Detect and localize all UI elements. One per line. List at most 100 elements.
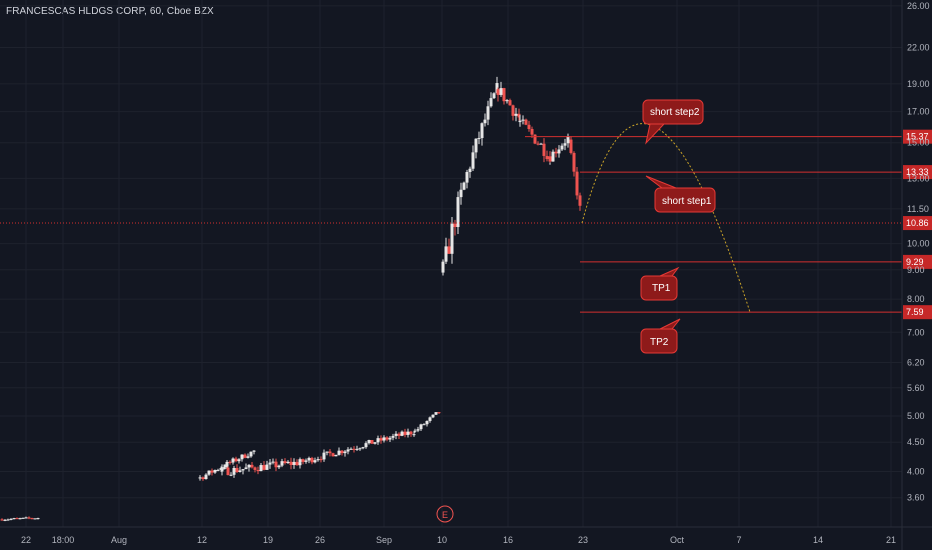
candle-body [406,431,410,435]
candle-body [530,128,534,135]
time-tick-label: Aug [111,535,127,545]
price-tick-label: 8.00 [907,294,925,304]
time-axis[interactable]: 22 18:00 Aug 12 19 26 Sep 10 16 23 Oct 7 14 21 [0,526,932,545]
candle-body [434,412,438,415]
time-tick-label: 21 [886,535,896,545]
candle-body [295,461,299,466]
candle-body [346,449,350,452]
candle-body [9,518,13,520]
candle-body [6,519,10,521]
candle-body [277,465,281,468]
callout-label: short step1 [662,196,712,207]
candle-body [477,138,481,140]
candle-body [462,182,466,190]
candle-body [235,467,239,472]
price-tick-label: 4.50 [907,437,925,447]
price-tick-label: 5.60 [907,383,925,393]
time-tick-label: 26 [315,535,325,545]
price-tick-label: 17.00 [907,107,930,117]
candle-body [499,88,503,95]
price-tick-label: 22.00 [907,42,930,52]
candle-body [337,450,341,455]
candle-body [367,440,371,444]
price-axis[interactable]: 26.00 22.00 19.00 17.00 15.00 13.00 11.50 10.00… [901,0,930,550]
candle-body [403,431,407,435]
candle-body [361,447,365,449]
candle-body [252,450,256,452]
price-tag [903,216,932,231]
candle-body [322,452,326,460]
candle-body [521,119,525,121]
candle-body [304,460,308,462]
candle-body [249,451,253,457]
candle-body [566,139,570,143]
candle-body [517,113,521,118]
candle-body [495,83,499,94]
candle-body [298,459,302,463]
earnings-marker[interactable]: E [436,505,454,523]
candle-body [394,433,398,436]
time-tick-label: 22 [21,535,31,545]
candle-body [391,435,395,438]
candle-body [373,442,377,444]
candle-body [204,474,208,480]
candle-body [437,412,441,414]
candle-body [456,197,460,228]
candle-body [246,456,250,458]
candle-body [450,223,454,254]
price-levels: 15.37 13.33 10.86 9.29 7.59 [0,129,932,320]
callout-pointer [659,266,680,277]
candle-body [397,433,401,436]
price-tick-label: 3.60 [907,493,925,503]
candle-body [444,246,448,262]
price-tag [903,254,932,269]
price-tag-label: 7.59 [906,307,924,317]
candle-body [569,139,573,153]
candle-body [228,461,232,463]
candles [0,76,582,522]
candle-body [286,461,290,464]
candle-body [400,431,404,436]
chart-title: FRANCESCAS HLDGS CORP, 60, Cboe BZX [6,6,214,17]
time-tick-label: 23 [578,535,588,545]
candle-body [536,143,540,145]
callout-pointer [645,175,677,189]
candle-body [441,261,445,273]
earnings-circle [436,505,454,523]
price-tag [903,165,932,180]
time-tick-label: 18:00 [52,535,75,545]
candle-body [225,461,229,468]
candle-body [265,464,269,470]
candle-body [409,431,413,435]
price-tick-label: 9.00 [907,265,925,275]
candle-body [465,172,469,183]
candle-body [280,461,284,466]
time-tick-label: 10 [437,535,447,545]
candle-body [334,454,338,457]
candle-body [231,458,235,463]
candle-body [268,462,272,465]
candle-body [220,468,224,472]
candle-body [238,470,242,472]
candle-body [379,438,383,441]
candle-body [316,459,320,461]
candle-body [292,461,296,465]
candle-body [480,123,484,139]
candle-body [213,469,217,473]
candle-body [313,460,317,463]
candle-body [505,100,509,102]
candle-body [533,134,537,144]
candle-body [412,434,416,436]
candle-body [241,469,245,471]
callout-pointer [645,123,666,145]
candle-body [419,424,423,430]
candle-body [253,467,257,470]
price-tag-label: 15.37 [906,132,929,142]
time-tick-label: 7 [736,535,741,545]
candle-body [21,517,25,519]
candle-body [486,106,490,120]
candle-body [560,145,564,150]
price-tag [903,129,932,144]
candle-body [548,156,552,162]
